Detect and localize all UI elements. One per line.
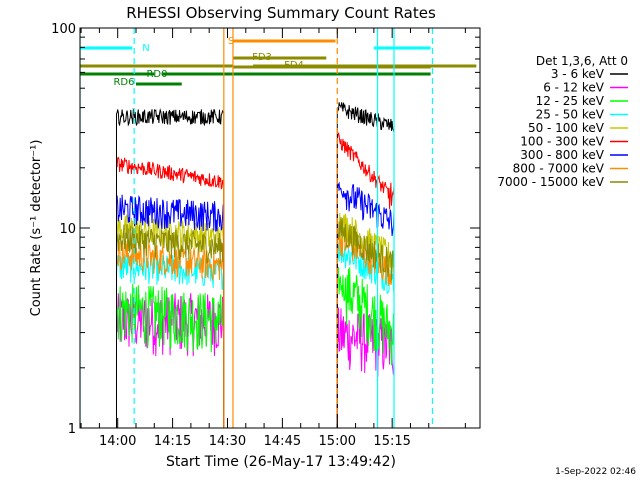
x-tick-label: 15:15 (373, 434, 410, 449)
series-trace-3-6-kev (336, 102, 395, 428)
y-tick-label: 1 (68, 422, 76, 437)
chart-title: RHESSI Observing Summary Count Rates (126, 4, 436, 22)
series-trace-800-7000-kev (336, 228, 395, 428)
series-trace-12-25-kev (336, 266, 395, 428)
legend-label: 6 - 12 keV (543, 81, 605, 95)
series-trace-100-300-kev (336, 132, 395, 428)
x-tick-label: 14:45 (264, 434, 301, 449)
series-trace-100-300-kev (116, 156, 225, 428)
legend-label: 25 - 50 keV (536, 108, 605, 122)
interval-label-rd0: RD0 (146, 69, 167, 80)
series-trace-300-800-kev (336, 181, 395, 428)
series-trace-12-25-kev (116, 283, 225, 428)
legend-header: Det 1,3,6, Att 0 (536, 54, 628, 68)
interval-label-rd6: RD6 (113, 77, 134, 88)
interval-label-n: N (142, 43, 149, 54)
legend-label: 300 - 800 keV (520, 148, 604, 162)
x-tick-label: 14:15 (154, 434, 191, 449)
interval-label-s: S (228, 36, 234, 47)
y-tick-label: 100 (51, 22, 76, 37)
legend-label: 3 - 6 keV (551, 67, 605, 81)
x-axis-label: Start Time (26-May-17 13:49:42) (166, 454, 396, 470)
x-axis: 14:00 14:15 14:30 14:45 15:00 15:15 (80, 28, 466, 449)
y-axis-label: Count Rate (s⁻¹ detector⁻¹) (29, 140, 44, 317)
x-tick-label: 14:30 (209, 434, 246, 449)
instrument-intervals: NSFD3FD4RD0RD6 (80, 36, 477, 88)
series-trace-3-6-kev (116, 107, 225, 428)
series-trace-6-12-kev (336, 307, 395, 428)
legend-label: 800 - 7000 keV (513, 162, 605, 176)
x-tick-label: 14:00 (99, 434, 136, 449)
legend-label: 50 - 100 keV (528, 121, 605, 135)
count-rate-series (116, 102, 395, 428)
series-trace-7000-15000-kev (116, 224, 225, 428)
interval-label-fd4: FD4 (284, 60, 304, 71)
legend-label: 7000 - 15000 keV (497, 175, 604, 189)
interval-markers (80, 28, 434, 428)
y-axis: 1 10 100 (51, 22, 480, 437)
series-trace-25-50-kev (336, 239, 395, 428)
legend-label: 12 - 25 keV (536, 94, 605, 108)
series-trace-800-7000-kev (116, 241, 225, 428)
y-tick-label: 10 (59, 222, 76, 237)
x-tick-label: 15:00 (319, 434, 356, 449)
series-trace-300-800-kev (116, 194, 225, 428)
legend-label: 100 - 300 keV (520, 135, 604, 149)
series-trace-7000-15000-kev (336, 217, 395, 428)
generation-timestamp: 1-Sep-2022 02:46 (555, 467, 636, 477)
